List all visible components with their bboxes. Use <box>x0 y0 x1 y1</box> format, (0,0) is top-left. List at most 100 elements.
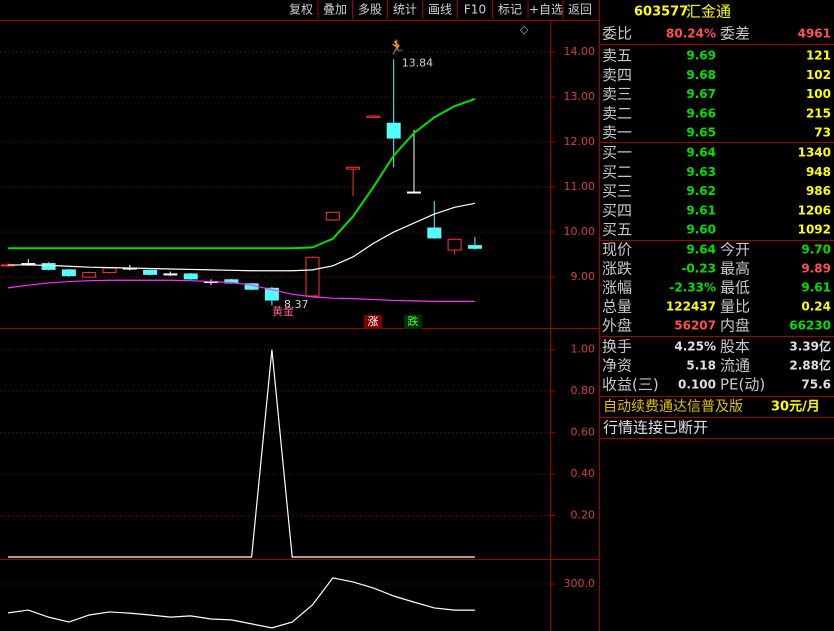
quote-label: PE(动) <box>720 376 765 394</box>
order-volume: 215 <box>806 106 831 120</box>
quote-value: 9.61 <box>801 281 831 295</box>
order-price: 9.68 <box>686 68 716 82</box>
toolbar-button[interactable]: 画线 <box>428 3 452 17</box>
y-tick-label: 14.00 <box>564 45 596 58</box>
y-tick-label: 0.60 <box>571 426 596 439</box>
runner-icon: 🏃 <box>388 39 405 56</box>
toolbar-button[interactable]: 标记 <box>498 3 522 17</box>
order-label: 卖三 <box>602 85 632 103</box>
indicator-line <box>8 97 476 250</box>
candle-body <box>41 263 56 270</box>
order-volume: 102 <box>806 68 831 82</box>
order-price: 9.61 <box>686 203 716 217</box>
indicator-line <box>7 577 475 629</box>
quote-label: 委差 <box>720 25 750 43</box>
quote-label: 收益(三) <box>602 376 659 394</box>
stock-code: 603577 <box>634 5 688 20</box>
candle-body <box>366 115 381 118</box>
candle-body <box>325 211 340 221</box>
quote-value: 9.64 <box>686 243 716 257</box>
toolbar-button[interactable]: 叠加 <box>323 3 347 17</box>
toolbar-button[interactable]: 返回 <box>568 3 592 17</box>
connection-status: 行情连接已断开 <box>603 419 708 437</box>
quote-value: -0.23 <box>681 262 716 276</box>
quote-label: 涨幅 <box>602 279 632 297</box>
candle-body <box>427 227 442 239</box>
quote-value: 66230 <box>789 319 831 333</box>
toolbar-button[interactable]: 多股 <box>358 3 382 17</box>
fall-marker: 跌 <box>408 314 419 328</box>
rise-marker-bg <box>364 315 382 329</box>
quote-label: 涨跌 <box>602 260 632 278</box>
y-tick-label: 0.80 <box>571 384 596 397</box>
y-tick-label: 300.0 <box>564 577 596 590</box>
order-volume: 100 <box>806 87 831 101</box>
quote-label: 外盘 <box>602 317 632 335</box>
quote-value: 75.6 <box>801 378 831 392</box>
y-tick-label: 11.00 <box>564 180 596 193</box>
y-tick-label: 1.00 <box>571 343 596 356</box>
order-volume: 1092 <box>798 223 831 237</box>
indicator-line <box>7 279 475 302</box>
order-label: 买一 <box>602 144 632 162</box>
toolbar-button[interactable]: F10 <box>464 3 486 17</box>
y-tick-label: 13.00 <box>564 90 596 103</box>
toolbar-button[interactable]: +自选 <box>529 3 563 17</box>
fall-marker-bg <box>404 315 422 329</box>
candle-body <box>264 287 279 301</box>
y-tick-label: 12.00 <box>564 135 596 148</box>
candle-body <box>82 272 97 278</box>
quote-value: 3.39亿 <box>789 339 831 354</box>
order-label: 卖五 <box>602 47 632 65</box>
order-volume: 73 <box>814 126 831 140</box>
quote-value: 2.88亿 <box>789 358 831 373</box>
candle-body <box>61 269 76 277</box>
y-tick-label: 0.40 <box>571 467 596 480</box>
quote-label: 委比 <box>602 25 632 43</box>
order-price: 9.62 <box>686 184 716 198</box>
candle-body <box>102 267 117 274</box>
toolbar-button[interactable]: 统计 <box>393 3 417 17</box>
quote-label: 量比 <box>720 298 750 316</box>
order-volume: 948 <box>806 165 831 179</box>
indicator-line <box>8 349 475 558</box>
order-price: 9.60 <box>686 223 716 237</box>
quote-value: 80.24% <box>666 27 716 41</box>
order-volume: 1340 <box>798 146 831 160</box>
candle-body <box>143 269 158 275</box>
quote-label: 今开 <box>720 241 750 259</box>
quote-label: 总量 <box>602 298 632 316</box>
quote-label: 流通 <box>720 357 750 375</box>
candle-body <box>407 191 421 194</box>
gold-marker: 黄金 <box>272 304 294 318</box>
toolbar-button[interactable]: 复权 <box>289 3 313 17</box>
high-label: 13.84 <box>402 56 434 69</box>
order-label: 买二 <box>602 163 632 181</box>
candle-body <box>305 256 320 297</box>
y-tick-label: 9.00 <box>571 270 596 283</box>
candle-body <box>346 166 361 170</box>
quote-label: 净资 <box>602 357 632 375</box>
y-tick-label: 10.00 <box>564 225 596 238</box>
quote-value: 56207 <box>674 319 716 333</box>
order-volume: 121 <box>806 49 831 63</box>
candle-body <box>447 238 462 251</box>
order-label: 卖二 <box>602 104 632 122</box>
quote-label: 股本 <box>720 338 750 356</box>
banner-price[interactable]: 30元/月 <box>771 400 820 415</box>
order-label: 卖四 <box>602 66 632 84</box>
order-price: 9.69 <box>686 49 716 63</box>
diamond-icon[interactable]: ◇ <box>520 23 529 36</box>
quote-label: 换手 <box>602 338 632 356</box>
order-volume: 1206 <box>798 203 831 217</box>
order-price: 9.63 <box>686 165 716 179</box>
rise-marker: 涨 <box>368 315 379 328</box>
quote-value: 5.18 <box>686 359 716 373</box>
banner-text[interactable]: 自动续费通达信普及版 <box>603 398 743 415</box>
indicator-line <box>8 202 476 272</box>
quote-value: 9.70 <box>801 243 831 257</box>
order-price: 9.64 <box>686 146 716 160</box>
candle-body <box>386 122 401 139</box>
